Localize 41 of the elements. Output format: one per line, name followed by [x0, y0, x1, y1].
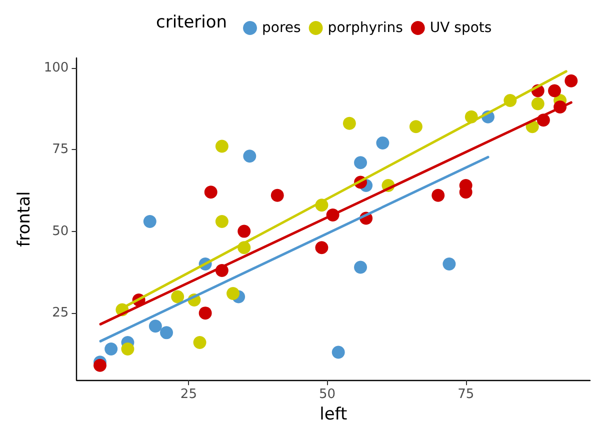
legend-label: porphyrins — [328, 20, 403, 36]
point — [121, 342, 134, 356]
point — [226, 286, 240, 300]
legend-label: UV spots — [430, 20, 492, 36]
x-tick-label: 50 — [318, 387, 336, 402]
point — [270, 188, 284, 202]
x-tick-label: 25 — [180, 387, 197, 402]
point — [204, 186, 218, 199]
point — [160, 326, 174, 340]
point — [409, 120, 422, 134]
point — [215, 140, 228, 153]
point — [548, 84, 562, 98]
legend-title: criterion — [156, 12, 228, 32]
y-tick-label: 100 — [44, 60, 69, 76]
point — [104, 342, 118, 356]
point — [354, 260, 368, 274]
x-tick-label: 75 — [458, 387, 474, 402]
point — [531, 97, 544, 110]
point — [315, 241, 328, 254]
x-axis-title: left — [320, 404, 348, 424]
point — [198, 306, 212, 320]
point — [94, 358, 106, 372]
legend-label: pores — [262, 20, 301, 36]
point — [376, 136, 390, 150]
point — [442, 258, 456, 271]
point — [332, 346, 345, 359]
point — [354, 156, 368, 170]
y-tick-label: 50 — [52, 224, 69, 239]
point — [432, 188, 445, 202]
point — [193, 336, 206, 349]
point — [238, 224, 251, 238]
point — [342, 116, 356, 130]
point — [143, 215, 156, 228]
y-axis-title: frontal — [14, 191, 34, 247]
point — [148, 320, 162, 333]
y-tick-label: 25 — [52, 306, 69, 321]
y-tick-label: 75 — [52, 142, 69, 158]
point — [243, 150, 256, 163]
point — [215, 215, 228, 228]
point — [171, 290, 184, 304]
point — [564, 74, 578, 88]
